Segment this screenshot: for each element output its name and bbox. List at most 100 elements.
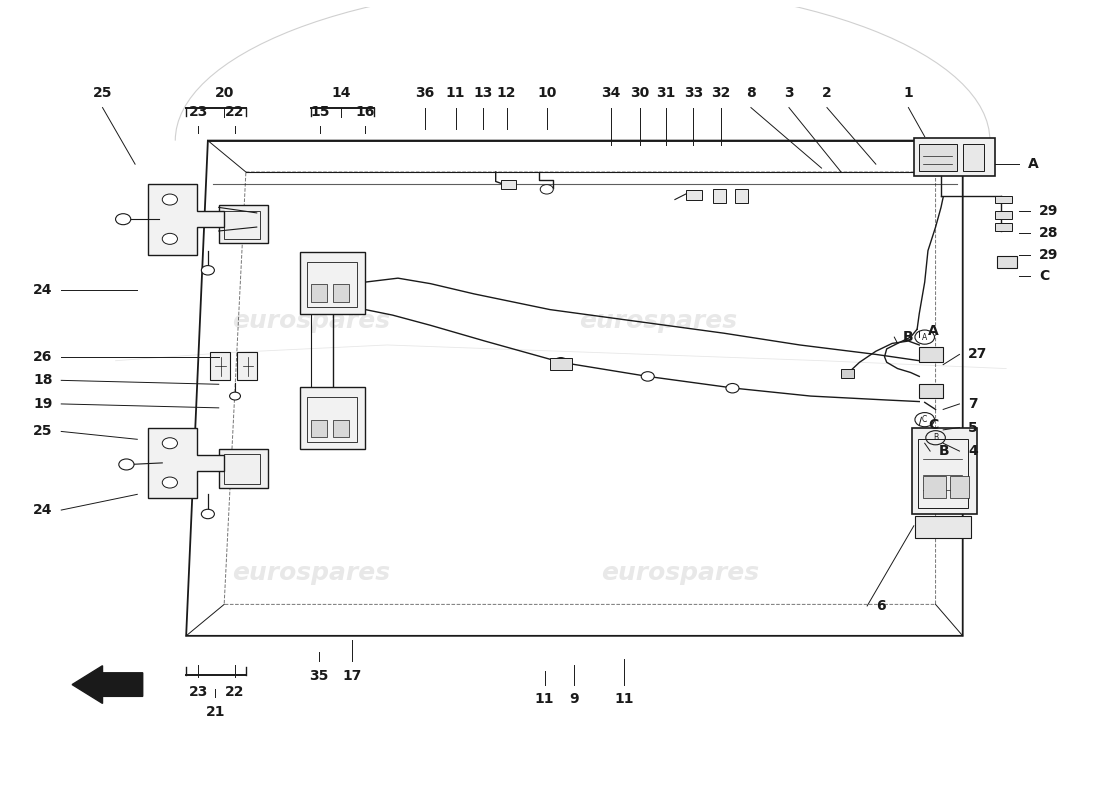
- Text: 30: 30: [630, 86, 650, 100]
- Circle shape: [163, 194, 177, 205]
- Text: 11: 11: [535, 693, 554, 706]
- Text: 35: 35: [309, 669, 328, 683]
- Text: eurospares: eurospares: [232, 310, 390, 334]
- Text: 33: 33: [684, 86, 703, 100]
- Text: 27: 27: [968, 347, 988, 362]
- Bar: [550, 358, 572, 370]
- Text: 1: 1: [903, 86, 913, 100]
- Bar: [210, 352, 230, 380]
- Text: 23: 23: [188, 105, 208, 118]
- Bar: [915, 515, 971, 538]
- Text: eurospares: eurospares: [580, 310, 738, 334]
- Circle shape: [540, 185, 553, 194]
- Circle shape: [641, 372, 654, 381]
- Text: 10: 10: [537, 86, 557, 100]
- Text: 25: 25: [92, 86, 112, 100]
- Circle shape: [163, 438, 177, 449]
- Bar: [502, 180, 516, 190]
- Bar: [914, 138, 996, 176]
- Bar: [923, 476, 946, 498]
- Polygon shape: [148, 184, 224, 254]
- Bar: [962, 144, 984, 171]
- Bar: [920, 144, 957, 171]
- Circle shape: [726, 383, 739, 393]
- Text: A: A: [922, 333, 927, 342]
- Text: 8: 8: [746, 86, 756, 100]
- Text: 32: 32: [711, 86, 730, 100]
- Text: B: B: [903, 330, 914, 344]
- Polygon shape: [148, 427, 224, 498]
- Text: 15: 15: [310, 105, 330, 118]
- Text: 12: 12: [497, 86, 516, 100]
- Circle shape: [230, 392, 241, 400]
- Bar: [949, 476, 969, 498]
- Bar: [842, 369, 854, 378]
- Text: 20: 20: [214, 86, 234, 100]
- Text: C: C: [922, 415, 927, 424]
- Text: 19: 19: [33, 397, 53, 411]
- Bar: [224, 210, 260, 239]
- Text: 5: 5: [968, 421, 978, 434]
- Bar: [219, 205, 267, 242]
- Text: 7: 7: [968, 397, 978, 411]
- Bar: [238, 352, 256, 380]
- Circle shape: [116, 214, 131, 225]
- Bar: [219, 449, 267, 488]
- Text: 24: 24: [33, 503, 53, 517]
- Bar: [998, 256, 1018, 268]
- Text: 23: 23: [188, 685, 208, 698]
- Bar: [685, 190, 702, 199]
- Bar: [300, 387, 365, 449]
- Bar: [918, 438, 968, 508]
- Text: 17: 17: [342, 669, 362, 683]
- Bar: [920, 384, 943, 398]
- Text: A: A: [928, 324, 938, 338]
- Text: 3: 3: [784, 86, 794, 100]
- Text: B: B: [933, 434, 938, 442]
- Bar: [996, 223, 1012, 231]
- Circle shape: [201, 510, 214, 518]
- Text: 22: 22: [226, 685, 245, 698]
- Text: 25: 25: [33, 425, 53, 438]
- Bar: [333, 285, 349, 302]
- Bar: [920, 346, 943, 362]
- Bar: [333, 420, 349, 437]
- Text: 4: 4: [968, 444, 978, 458]
- Text: 14: 14: [332, 86, 351, 100]
- Text: 6: 6: [876, 599, 886, 613]
- Text: 29: 29: [1038, 204, 1058, 218]
- Text: eurospares: eurospares: [232, 561, 390, 585]
- Text: 9: 9: [569, 693, 579, 706]
- Text: 26: 26: [33, 350, 53, 364]
- Bar: [224, 454, 260, 484]
- Circle shape: [163, 477, 177, 488]
- Text: 18: 18: [33, 374, 53, 387]
- Text: 22: 22: [226, 105, 245, 118]
- Text: 21: 21: [206, 705, 225, 719]
- Text: A: A: [1027, 157, 1038, 171]
- Circle shape: [554, 358, 568, 367]
- Circle shape: [163, 234, 177, 244]
- Bar: [311, 285, 328, 302]
- Text: 36: 36: [416, 86, 434, 100]
- Bar: [300, 252, 365, 314]
- Bar: [912, 427, 977, 514]
- Text: 11: 11: [614, 693, 634, 706]
- Text: 34: 34: [601, 86, 620, 100]
- Text: 29: 29: [1038, 247, 1058, 262]
- Text: 28: 28: [1038, 226, 1058, 240]
- Circle shape: [201, 266, 214, 275]
- Bar: [996, 211, 1012, 219]
- Bar: [996, 196, 1012, 203]
- FancyArrow shape: [73, 666, 143, 703]
- Bar: [735, 190, 748, 203]
- Text: 31: 31: [657, 86, 675, 100]
- Text: 16: 16: [355, 105, 375, 118]
- Text: 11: 11: [446, 86, 465, 100]
- Bar: [311, 420, 328, 437]
- Text: C: C: [928, 418, 938, 432]
- Text: C: C: [1038, 269, 1049, 282]
- Text: 24: 24: [33, 283, 53, 297]
- Text: eurospares: eurospares: [602, 561, 759, 585]
- Text: 2: 2: [822, 86, 832, 100]
